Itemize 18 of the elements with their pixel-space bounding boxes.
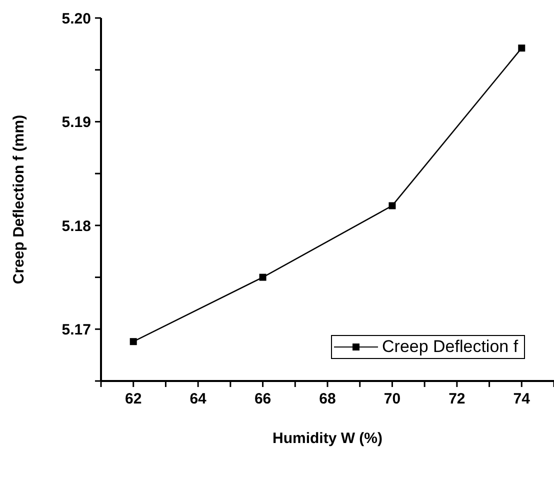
x-axis-title: Humidity W (%) [272,430,382,447]
y-tick-label: 5.18 [62,218,91,235]
legend-label: Creep Deflection f [382,337,518,357]
point [130,338,137,346]
x-tick-label: 74 [513,390,531,408]
point [518,44,526,52]
x-tick-label: 68 [319,390,336,408]
x-tick-label: 70 [384,390,401,408]
x-tick-label: 66 [254,390,272,408]
point [259,274,266,281]
text: 5.20 [62,10,91,28]
y-tick-label: 5.19 [62,114,91,132]
point [388,202,396,210]
x-tick-label: 72 [448,390,466,408]
y-tick-label: 5.17 [62,321,91,338]
x-tick-label: 62 [125,390,142,408]
y-axis-title: Creep Deflection f (mm) [10,114,28,284]
x-tick-label: 64 [190,390,208,408]
